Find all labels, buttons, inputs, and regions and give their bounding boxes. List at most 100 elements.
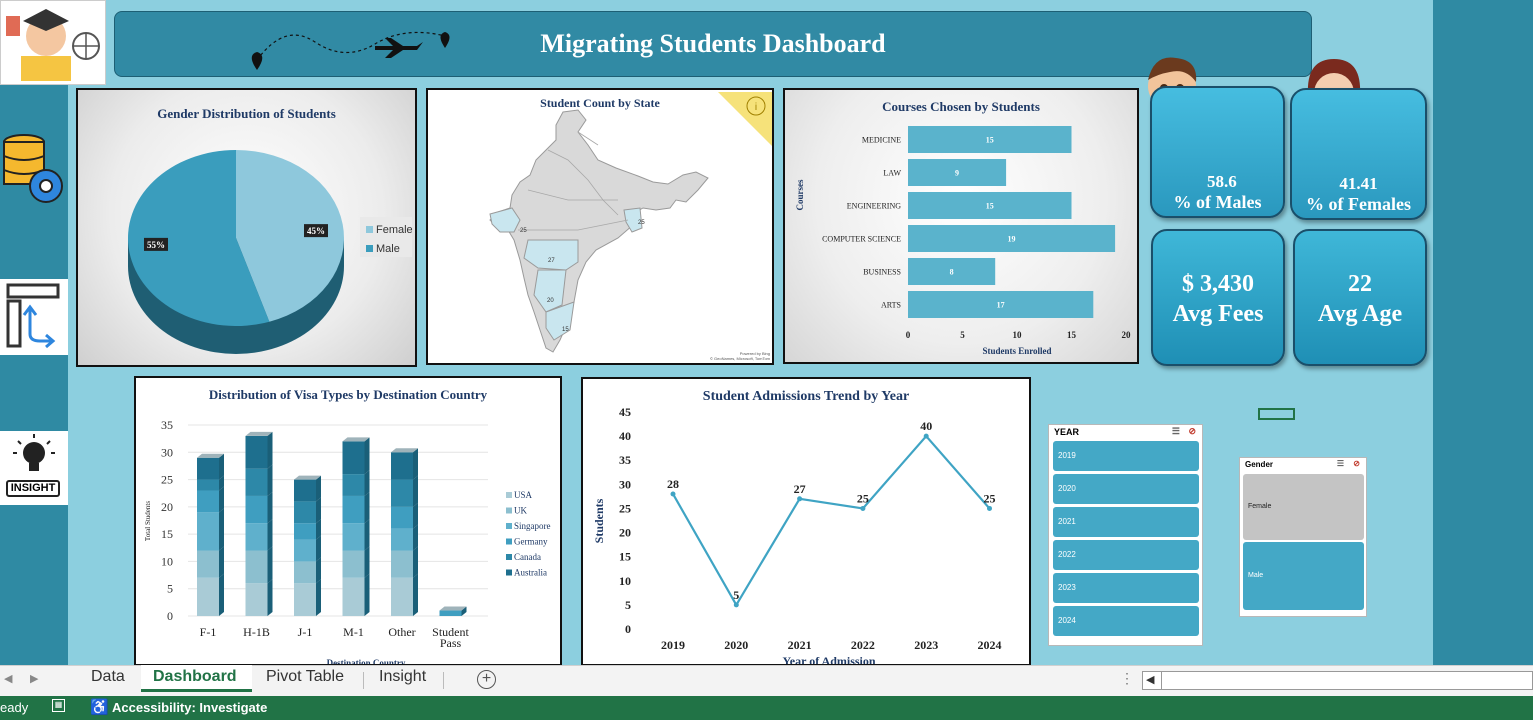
avg-fees-label: Avg Fees [1172,301,1264,327]
visa-bar-segment [197,479,219,491]
chart-title: Courses Chosen by Students [882,99,1040,114]
slicer-item-2023[interactable]: 2023 [1053,573,1199,603]
courses-chart[interactable]: Courses Chosen by Students MEDICINE 15 LAW… [783,88,1139,364]
insight-nav-button[interactable]: INSIGHT [0,431,68,505]
gender-distribution-chart[interactable]: Gender Distribution of Students 45% 55% Fe… [76,88,417,367]
insight-label: INSIGHT [6,480,60,497]
title-banner: Migrating Students Dashboard [114,11,1312,77]
clear-filter-icon[interactable]: ⊘ [1188,426,1196,436]
x-tick-label: M-1 [343,625,364,639]
course-bar [908,126,1072,153]
tab-insight[interactable]: Insight [379,668,427,685]
state-map-chart[interactable]: Student Count by State i 25 25 27 20 15 … [426,88,774,365]
y-tick-label: 30 [161,445,173,459]
y-tick-label: 0 [625,622,631,636]
males-label: % of Males [1173,192,1262,212]
bar-data-label: 8 [950,268,954,277]
multi-select-icon[interactable]: ☰ [1336,459,1344,468]
x-tick-label: Student [432,625,469,639]
visa-bar-side [219,508,224,551]
visa-bar-segment [245,495,268,524]
males-value: 58.6 [1207,172,1237,191]
add-sheet-icon[interactable]: + [477,670,496,689]
visa-bar-segment [342,577,365,616]
slicer-item-2019[interactable]: 2019 [1053,441,1199,471]
more-options-icon[interactable]: ⋮ [1120,670,1134,686]
slicer-item-female[interactable]: Female [1243,474,1364,540]
slicer-item-2021[interactable]: 2021 [1053,507,1199,537]
pie-data-label: 45% [307,226,325,236]
legend-swatch [366,245,373,252]
info-icon[interactable] [746,96,766,116]
visa-bar-side [267,431,273,469]
legend-swatch [506,569,512,576]
accessibility-status[interactable]: Accessibility: Investigate [112,700,268,715]
scroll-right-icon[interactable]: ▶ [30,673,39,685]
y-tick-label: 25 [619,501,631,515]
trend-point [860,505,866,511]
visa-bar-segment [245,550,268,584]
tab-data[interactable]: Data [91,668,125,685]
visa-bar-side [413,448,418,480]
legend-swatch [506,507,512,514]
clear-filter-icon[interactable]: ⊘ [1353,459,1360,468]
visa-bar-side [413,502,418,529]
visa-bar-segment [294,501,316,524]
map-label: 27 [548,258,555,264]
y-tick-label: 40 [619,429,631,443]
slicer-item-male[interactable]: Male [1243,542,1364,610]
y-tick-label: 5 [167,582,173,596]
multi-select-icon[interactable]: ☰ [1171,426,1180,436]
visa-bar-side [364,470,370,496]
year-slicer[interactable]: YEAR ☰ ⊘ 2019 2020 2021 2022 2023 2024 [1048,424,1203,646]
ready-status: eady [0,700,29,715]
visa-bar-segment [342,523,365,551]
pie-slice-male [127,150,270,326]
trend-point [923,433,929,439]
point-data-label: 25 [984,491,996,505]
visa-bar-segment [342,550,365,578]
pivot-nav-button[interactable] [0,279,68,355]
gender-slicer[interactable]: Gender ☰ ⊘ Female Male [1239,457,1367,617]
map-label: 15 [562,327,569,333]
slicer-item-2022[interactable]: 2022 [1053,540,1199,570]
visa-bar-side [364,546,370,578]
admissions-trend-chart[interactable]: Student Admissions Trend by Year 0 5 10 15 2… [581,377,1031,666]
slicer-item-2024[interactable]: 2024 [1053,606,1199,636]
selected-cell[interactable] [1258,408,1295,420]
visa-plot: 0 5 10 15 20 25 30 35 F-1 H-1B J-1 M-1 Other StudentP… [144,418,551,664]
legend-label: Australia [514,568,547,578]
accessibility-icon[interactable]: ♿ [90,699,109,716]
pie-data-label: 55% [147,240,165,250]
tab-dashboard[interactable]: Dashboard [141,665,252,692]
horizontal-scrollbar[interactable]: ◀ [1142,671,1533,690]
y-tick-label: 0 [167,609,173,623]
visa-bar-segment [342,474,365,496]
visa-distribution-chart[interactable]: Distribution of Visa Types by Destinatio… [134,376,562,666]
females-label: % of Females [1306,194,1411,214]
tab-pivot-table[interactable]: Pivot Table [266,668,344,685]
sheet-view-icon[interactable]: ▦ [52,699,65,712]
data-nav-button[interactable] [0,128,68,214]
legend-label: USA [514,490,533,500]
legend-label: Female [376,224,413,236]
visa-bar-side [219,573,224,616]
visa-bar-side [267,464,273,496]
visa-bar-segment [391,479,413,507]
x-tick-label: J-1 [298,625,313,639]
visa-bar-segment [391,528,413,551]
visa-bar-segment [391,506,413,529]
y-axis-label: Total Students [144,501,152,541]
scroll-left-icon[interactable]: ◀ [4,673,13,685]
avg-age-label: Avg Age [1317,301,1403,327]
pie-slice-female [236,150,344,322]
visa-bar-side [316,579,321,616]
legend-swatch [366,226,373,233]
visa-bar-segment [294,523,316,540]
scroll-left-icon[interactable]: ◀ [1146,674,1155,686]
legend-swatch [506,538,512,545]
visa-bar-side [413,573,418,616]
y-axis-label: Students [592,498,606,543]
chart-title: Student Count by State [540,96,660,110]
slicer-item-2020[interactable]: 2020 [1053,474,1199,504]
